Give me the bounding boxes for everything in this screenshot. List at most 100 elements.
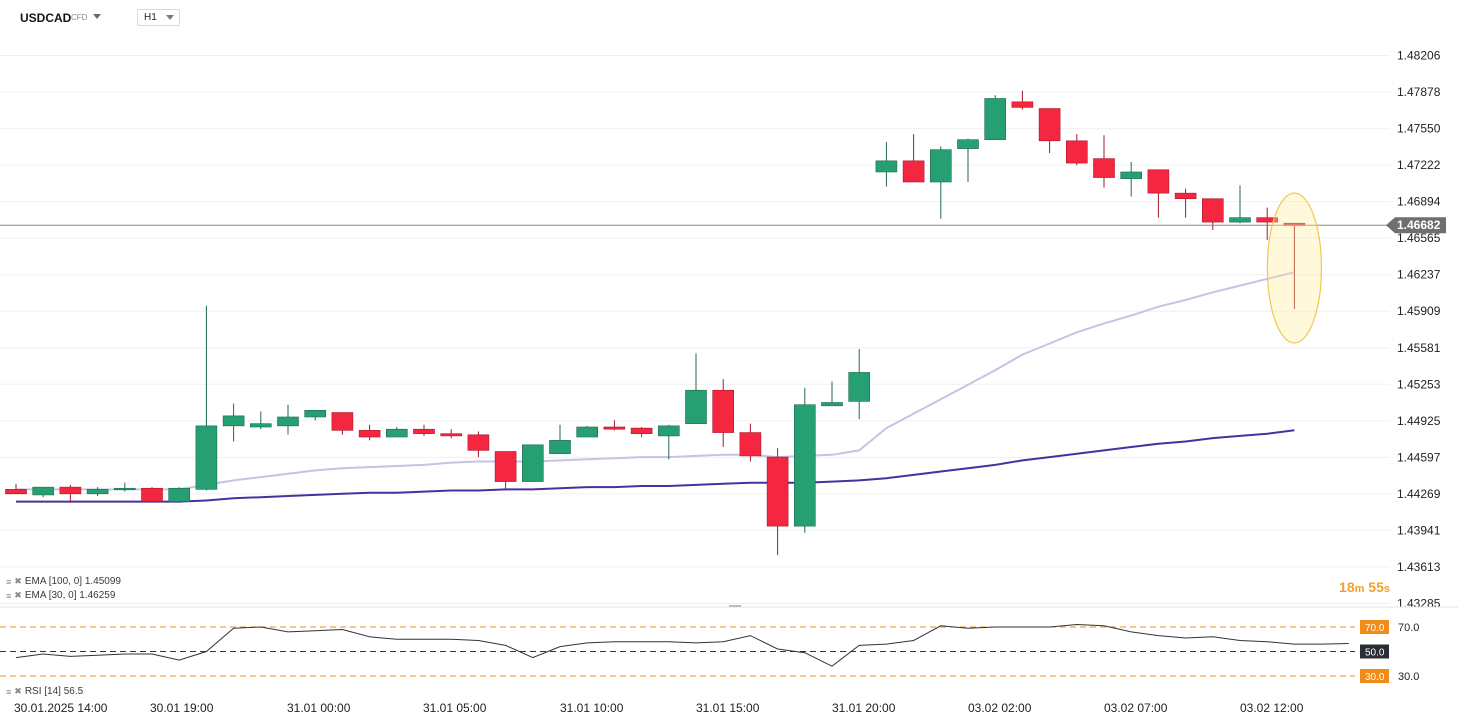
candle-body	[385, 428, 408, 438]
price-tick-label: 1.46237	[1397, 268, 1441, 282]
candle-body	[5, 489, 27, 495]
rsi-tick-label: 70.0	[1398, 622, 1419, 634]
candles-layer	[5, 90, 1306, 556]
time-tick-label: 03.02 07:00	[1104, 701, 1168, 715]
candle-body	[957, 139, 979, 149]
candle-body	[413, 428, 435, 434]
price-tick-label: 1.44269	[1397, 487, 1441, 501]
settings-lines-icon[interactable]: ≡	[6, 590, 12, 601]
candle-body	[141, 487, 163, 502]
candle-body	[739, 432, 762, 457]
candle-body	[1038, 108, 1061, 142]
countdown-minutes: 18	[1339, 579, 1355, 595]
price-tick-label: 1.43285	[1397, 597, 1441, 611]
price-gridlines	[0, 55, 1390, 604]
candle-body	[114, 487, 136, 491]
candle-body	[1093, 158, 1115, 178]
bar-countdown: 18m 55s	[1339, 579, 1390, 595]
time-tick-label: 31.01 15:00	[696, 701, 760, 715]
rsi-level-label: 30.0	[1365, 672, 1385, 683]
pane-resize-handle	[729, 605, 741, 607]
candle-body	[331, 412, 354, 431]
highlight-ellipse	[1266, 192, 1323, 344]
ema30-layer	[16, 271, 1295, 491]
candle-body	[1066, 140, 1088, 164]
candle-body	[603, 426, 626, 430]
symbol-type-label: CFD	[71, 13, 88, 22]
price-tick-label: 1.45581	[1397, 341, 1441, 355]
legend-ema100-text: EMA [100, 0] 1.45099	[24, 576, 121, 587]
settings-lines-icon[interactable]: ≡	[6, 576, 12, 587]
candle-body	[902, 160, 925, 183]
legend-ema30: ≡ ✖ EMA [30, 0] 1.46259	[6, 590, 115, 601]
price-tick-label: 1.43941	[1397, 523, 1441, 537]
candle-body	[1011, 101, 1034, 108]
timeframe-selector[interactable]: H1	[137, 9, 180, 26]
timeframe-label: H1	[144, 12, 157, 23]
current-price-layer: 1.46682	[0, 217, 1446, 234]
candle-body	[304, 409, 327, 418]
candle-body	[766, 456, 789, 527]
price-tick-label: 1.46894	[1397, 195, 1441, 209]
price-tick-label: 1.46565	[1397, 231, 1441, 245]
rsi-level-label: 50.0	[1365, 648, 1385, 659]
candle-body	[521, 444, 544, 482]
countdown-seconds: 55	[1368, 579, 1384, 595]
symbol-dropdown-caret-icon[interactable]	[93, 14, 101, 19]
price-tick-label: 1.44597	[1397, 450, 1441, 464]
price-tick-label: 1.47550	[1397, 122, 1441, 136]
remove-icon[interactable]: ✖	[14, 576, 22, 586]
time-tick-label: 31.01 20:00	[832, 701, 896, 715]
candle-body	[250, 423, 272, 428]
time-tick-label: 03.02 12:00	[1240, 701, 1304, 715]
symbol-name[interactable]: USDCAD	[20, 11, 72, 25]
time-tick-label: 30.01 19:00	[150, 701, 214, 715]
time-tick-label: 30.01.2025 14:00	[14, 701, 108, 715]
rsi-level-badge	[1360, 644, 1389, 659]
candle-body	[821, 402, 843, 407]
candle-body	[630, 427, 653, 434]
rsi-line	[15, 623, 1349, 667]
candle-body	[1256, 217, 1278, 223]
candle-body	[277, 416, 299, 427]
remove-icon[interactable]: ✖	[14, 590, 22, 600]
current-price-tag	[1386, 217, 1446, 234]
legend-rsi: ≡ ✖ RSI [14] 56.5	[6, 686, 83, 697]
price-tick-label: 1.45253	[1397, 377, 1441, 391]
candle-body	[222, 415, 245, 427]
candle-body	[86, 489, 109, 495]
settings-lines-icon[interactable]: ≡	[6, 686, 12, 697]
rsi-panel: 70.0 70.0 50.0 30.0 30.0	[0, 605, 1458, 683]
candle-body	[1174, 192, 1197, 200]
candle-body	[793, 404, 816, 527]
candle-body	[549, 440, 571, 455]
ema100-layer	[16, 429, 1295, 503]
time-tick-label: 31.01 10:00	[560, 701, 624, 715]
highlight-layer	[1266, 192, 1323, 344]
rsi-level-badge	[1360, 620, 1389, 634]
legend-ema30-text: EMA [30, 0] 1.46259	[24, 590, 116, 601]
price-tick-label: 1.48206	[1397, 49, 1441, 63]
time-axis[interactable]: 30.01.2025 14:00 30.01 19:00 31.01 00:00 31…	[14, 701, 1304, 715]
price-tick-label: 1.47878	[1397, 85, 1441, 99]
time-tick-label: 03.02 02:00	[968, 701, 1032, 715]
candle-body	[59, 486, 82, 495]
ema100-line	[16, 429, 1295, 503]
price-tick-label: 1.45909	[1397, 304, 1441, 318]
time-tick-label: 31.01 05:00	[423, 701, 487, 715]
rsi-level-label: 70.0	[1365, 623, 1385, 634]
candle-body	[685, 389, 707, 424]
rsi-tick-label: 30.0	[1398, 671, 1419, 683]
candle-body	[657, 425, 680, 437]
candle-body	[984, 98, 1007, 140]
price-axis[interactable]: 1.48206 1.47878 1.47550 1.47222 1.46894 1.465…	[1397, 49, 1441, 611]
price-tick-label: 1.47222	[1397, 158, 1441, 172]
countdown-min-unit: m	[1354, 583, 1365, 595]
candle-body	[494, 451, 517, 482]
candle-body	[440, 433, 463, 437]
candle-body	[1147, 169, 1170, 194]
candle-body	[1229, 217, 1251, 223]
price-tick-label: 1.44925	[1397, 414, 1441, 428]
remove-icon[interactable]: ✖	[14, 686, 22, 696]
